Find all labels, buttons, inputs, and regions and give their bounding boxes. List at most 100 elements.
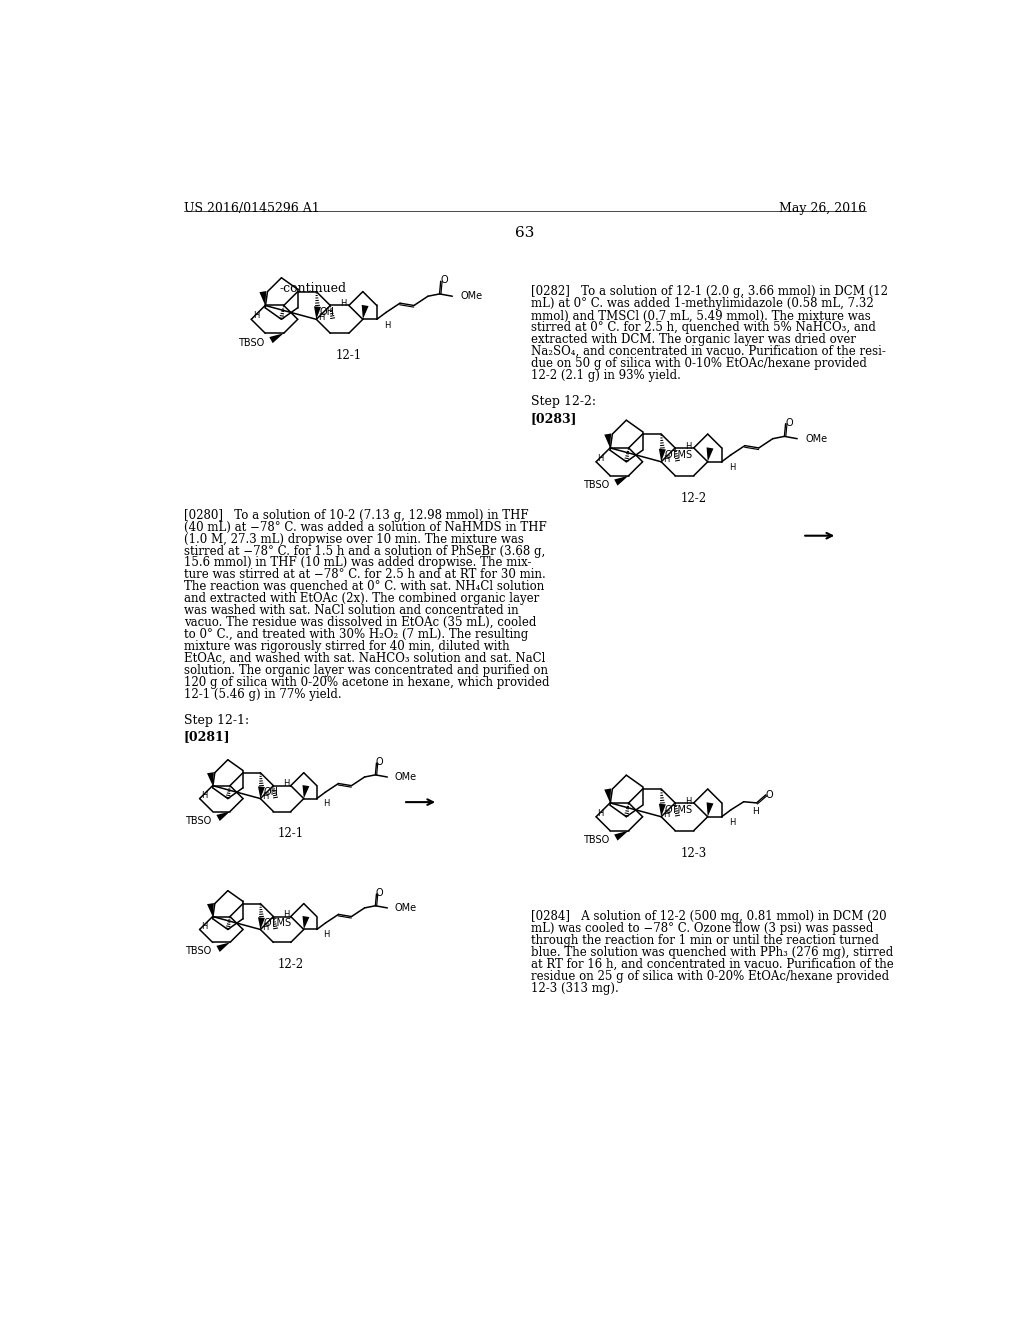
Text: 120 g of silica with 0-20% acetone in hexane, which provided: 120 g of silica with 0-20% acetone in he… — [183, 676, 549, 689]
Text: H: H — [598, 454, 604, 463]
Polygon shape — [604, 433, 611, 447]
Text: TBSO: TBSO — [583, 836, 609, 845]
Text: H: H — [664, 810, 670, 820]
Text: blue. The solution was quenched with PPh₃ (276 mg), stirred: blue. The solution was quenched with PPh… — [531, 945, 893, 958]
Polygon shape — [604, 788, 611, 803]
Text: was washed with sat. NaCl solution and concentrated in: was washed with sat. NaCl solution and c… — [183, 605, 518, 618]
Text: stirred at 0° C. for 2.5 h, quenched with 5% NaHCO₃, and: stirred at 0° C. for 2.5 h, quenched wit… — [531, 321, 876, 334]
Polygon shape — [216, 942, 230, 952]
Text: [0282]   To a solution of 12-1 (2.0 g, 3.66 mmol) in DCM (12: [0282] To a solution of 12-1 (2.0 g, 3.6… — [531, 285, 888, 298]
Text: H: H — [283, 779, 289, 788]
Text: residue on 25 g of silica with 0-20% EtOAc/hexane provided: residue on 25 g of silica with 0-20% EtO… — [531, 970, 889, 982]
Text: 12-1: 12-1 — [336, 350, 361, 363]
Text: H: H — [262, 792, 268, 801]
Text: OTMS: OTMS — [665, 805, 693, 814]
Text: H: H — [324, 931, 330, 940]
Text: 12-3 (313 mg).: 12-3 (313 mg). — [531, 982, 618, 994]
Polygon shape — [258, 787, 265, 799]
Text: vacuo. The residue was dissolved in EtOAc (35 mL), cooled: vacuo. The residue was dissolved in EtOA… — [183, 616, 537, 630]
Text: OMe: OMe — [395, 903, 417, 913]
Text: 12-3: 12-3 — [681, 847, 707, 859]
Text: 12-2 (2.1 g) in 93% yield.: 12-2 (2.1 g) in 93% yield. — [531, 370, 681, 381]
Text: H: H — [201, 921, 207, 931]
Text: OTMS: OTMS — [665, 450, 693, 459]
Text: H: H — [341, 300, 347, 308]
Text: TBSO: TBSO — [238, 338, 264, 348]
Text: O: O — [440, 275, 449, 285]
Polygon shape — [258, 917, 265, 929]
Text: 12-2: 12-2 — [278, 957, 304, 970]
Text: H: H — [685, 796, 692, 805]
Text: (1.0 M, 27.3 mL) dropwise over 10 min. The mixture was: (1.0 M, 27.3 mL) dropwise over 10 min. T… — [183, 533, 523, 545]
Text: TBSO: TBSO — [185, 946, 212, 957]
Text: H: H — [729, 463, 735, 473]
Text: 15.6 mmol) in THF (10 mL) was added dropwise. The mix-: 15.6 mmol) in THF (10 mL) was added drop… — [183, 557, 531, 569]
Polygon shape — [707, 447, 714, 462]
Text: O: O — [785, 417, 793, 428]
Polygon shape — [658, 804, 666, 817]
Text: H: H — [262, 923, 268, 932]
Text: [0284]   A solution of 12-2 (500 mg, 0.81 mmol) in DCM (20: [0284] A solution of 12-2 (500 mg, 0.81 … — [531, 909, 887, 923]
Text: ture was stirred at at −78° C. for 2.5 h and at RT for 30 min.: ture was stirred at at −78° C. for 2.5 h… — [183, 569, 546, 581]
Text: [0280]   To a solution of 10-2 (7.13 g, 12.98 mmol) in THF: [0280] To a solution of 10-2 (7.13 g, 12… — [183, 508, 528, 521]
Polygon shape — [361, 305, 369, 319]
Text: H: H — [201, 791, 207, 800]
Polygon shape — [707, 803, 714, 817]
Text: May 26, 2016: May 26, 2016 — [778, 202, 866, 215]
Text: O: O — [376, 756, 384, 767]
Text: H: H — [752, 807, 759, 816]
Polygon shape — [302, 916, 309, 929]
Text: (40 mL) at −78° C. was added a solution of NaHMDS in THF: (40 mL) at −78° C. was added a solution … — [183, 520, 547, 533]
Polygon shape — [314, 306, 321, 319]
Text: to 0° C., and treated with 30% H₂O₂ (7 mL). The resulting: to 0° C., and treated with 30% H₂O₂ (7 m… — [183, 628, 528, 642]
Text: mmol) and TMSCl (0.7 mL, 5.49 mmol). The mixture was: mmol) and TMSCl (0.7 mL, 5.49 mmol). The… — [531, 309, 870, 322]
Text: -continued: -continued — [280, 281, 346, 294]
Text: OTMS: OTMS — [263, 917, 292, 928]
Text: Na₂SO₄, and concentrated in vacuo. Purification of the resi-: Na₂SO₄, and concentrated in vacuo. Purif… — [531, 345, 886, 358]
Text: mixture was rigorously stirred for 40 min, diluted with: mixture was rigorously stirred for 40 mi… — [183, 640, 509, 653]
Polygon shape — [614, 830, 629, 841]
Text: OH: OH — [319, 308, 335, 317]
Text: H: H — [318, 313, 325, 322]
Polygon shape — [614, 475, 629, 486]
Text: Step 12-1:: Step 12-1: — [183, 714, 249, 726]
Text: through the reaction for 1 min or until the reaction turned: through the reaction for 1 min or until … — [531, 933, 879, 946]
Text: 12-2: 12-2 — [681, 492, 707, 504]
Polygon shape — [658, 449, 666, 462]
Text: US 2016/0145296 A1: US 2016/0145296 A1 — [183, 202, 319, 215]
Polygon shape — [207, 903, 214, 916]
Text: H: H — [664, 455, 670, 465]
Text: OMe: OMe — [805, 434, 827, 444]
Text: H: H — [253, 312, 259, 321]
Text: [0283]: [0283] — [531, 412, 578, 425]
Polygon shape — [269, 333, 284, 343]
Text: 12-1: 12-1 — [278, 826, 304, 840]
Text: mL) was cooled to −78° C. Ozone flow (3 psi) was passed: mL) was cooled to −78° C. Ozone flow (3 … — [531, 921, 873, 935]
Text: due on 50 g of silica with 0-10% EtOAc/hexane provided: due on 50 g of silica with 0-10% EtOAc/h… — [531, 358, 867, 370]
Text: [0281]: [0281] — [183, 730, 230, 743]
Text: 63: 63 — [515, 226, 535, 240]
Text: H: H — [729, 818, 735, 828]
Polygon shape — [259, 290, 266, 305]
Text: 12-1 (5.46 g) in 77% yield.: 12-1 (5.46 g) in 77% yield. — [183, 688, 341, 701]
Text: OMe: OMe — [395, 772, 417, 781]
Text: H: H — [685, 442, 692, 450]
Text: OH: OH — [263, 787, 279, 797]
Text: stirred at −78° C. for 1.5 h and a solution of PhSeBr (3.68 g,: stirred at −78° C. for 1.5 h and a solut… — [183, 545, 545, 557]
Text: and extracted with EtOAc (2x). The combined organic layer: and extracted with EtOAc (2x). The combi… — [183, 593, 539, 606]
Text: H: H — [324, 800, 330, 808]
Text: at RT for 16 h, and concentrated in vacuo. Purification of the: at RT for 16 h, and concentrated in vacu… — [531, 958, 894, 970]
Text: solution. The organic layer was concentrated and purified on: solution. The organic layer was concentr… — [183, 664, 548, 677]
Polygon shape — [302, 785, 309, 799]
Text: H: H — [384, 321, 390, 330]
Text: H: H — [283, 911, 289, 919]
Text: O: O — [376, 888, 384, 898]
Text: EtOAc, and washed with sat. NaHCO₃ solution and sat. NaCl: EtOAc, and washed with sat. NaHCO₃ solut… — [183, 652, 545, 665]
Text: TBSO: TBSO — [583, 480, 609, 490]
Polygon shape — [207, 772, 214, 785]
Polygon shape — [216, 812, 230, 821]
Text: The reaction was quenched at 0° C. with sat. NH₄Cl solution: The reaction was quenched at 0° C. with … — [183, 581, 544, 594]
Text: Step 12-2:: Step 12-2: — [531, 395, 596, 408]
Text: extracted with DCM. The organic layer was dried over: extracted with DCM. The organic layer wa… — [531, 333, 856, 346]
Text: O: O — [766, 789, 773, 800]
